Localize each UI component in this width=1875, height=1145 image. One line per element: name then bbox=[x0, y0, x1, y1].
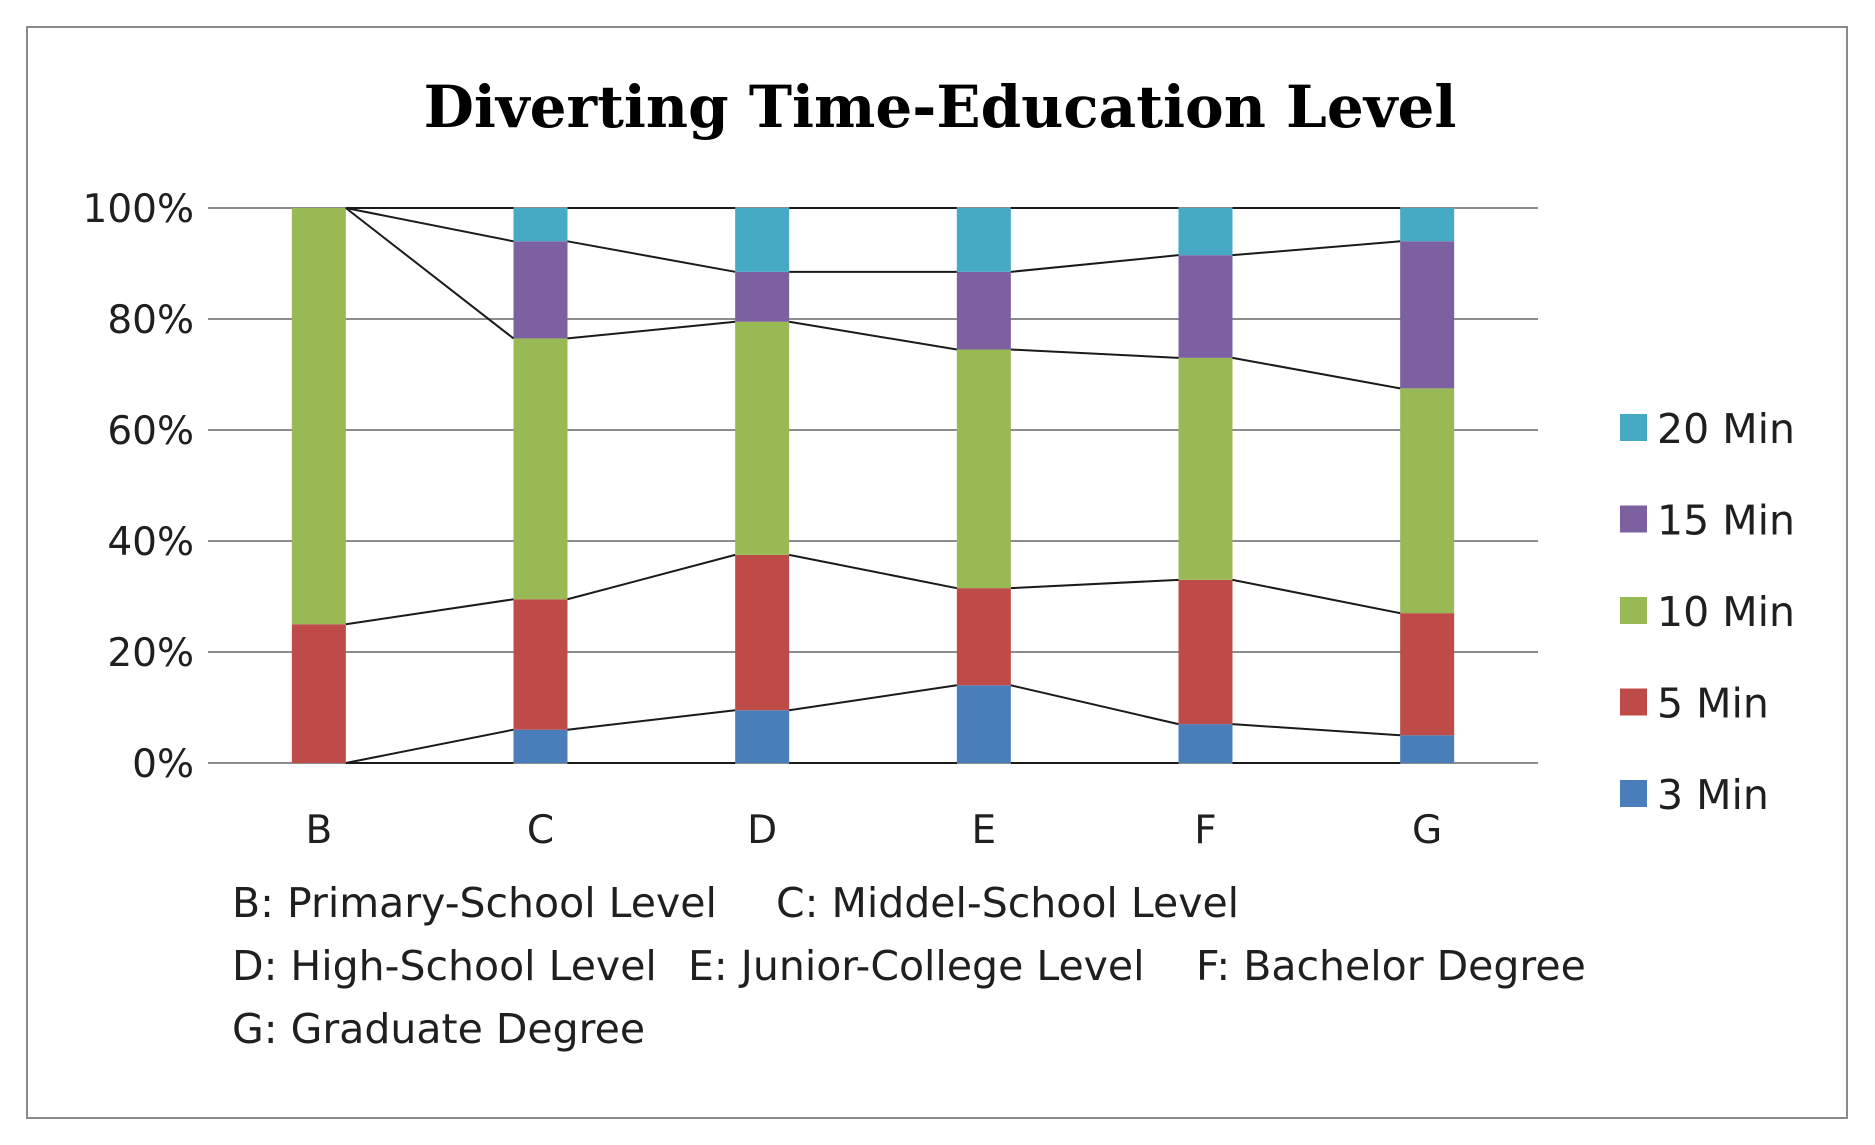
series-line bbox=[1232, 356, 1401, 390]
legend-label: 3 Min bbox=[1657, 771, 1769, 819]
category-note: G: Graduate Degree bbox=[232, 1005, 645, 1053]
series-line bbox=[345, 207, 514, 243]
legend-swatch-15-min bbox=[1620, 505, 1647, 533]
series-line bbox=[1010, 254, 1179, 273]
series-line bbox=[345, 598, 514, 626]
category-notes: B: Primary-School Level C: Middel-School … bbox=[232, 879, 1586, 1053]
bar-e-5-min bbox=[956, 588, 1011, 686]
category-note: D: High-School Level bbox=[232, 942, 657, 990]
y-tick-label: 100% bbox=[83, 187, 195, 232]
series-line bbox=[1010, 578, 1179, 590]
bar-g-5-min bbox=[1400, 613, 1455, 736]
x-tick-label: D bbox=[747, 808, 777, 853]
series-line bbox=[567, 320, 736, 340]
x-tick-label: G bbox=[1412, 808, 1442, 853]
series-line bbox=[788, 553, 958, 590]
gridlines bbox=[208, 207, 1538, 764]
series-line bbox=[1010, 684, 1179, 726]
y-tick-label: 40% bbox=[107, 520, 194, 565]
bar-c-3-min bbox=[513, 729, 568, 763]
y-tick-label: 0% bbox=[132, 742, 194, 787]
series-line bbox=[1232, 240, 1401, 257]
category-note: C: Middel-School Level bbox=[776, 879, 1239, 927]
category-note: B: Primary-School Level bbox=[232, 879, 717, 927]
bar-f-20-min bbox=[1178, 208, 1233, 256]
bar-g-15-min bbox=[1400, 241, 1455, 389]
bar-b-5-min bbox=[291, 624, 346, 763]
x-tick-label: B bbox=[305, 808, 332, 853]
x-tick-label: F bbox=[1194, 808, 1216, 853]
bar-g-20-min bbox=[1400, 208, 1455, 242]
series-line bbox=[1232, 578, 1401, 615]
bar-e-20-min bbox=[956, 208, 1011, 272]
series-line bbox=[789, 684, 957, 712]
legend-label: 10 Min bbox=[1657, 588, 1795, 636]
bar-d-20-min bbox=[735, 208, 790, 272]
y-tick-label: 60% bbox=[107, 409, 194, 454]
series-line bbox=[1232, 723, 1401, 737]
x-tick-label: C bbox=[527, 808, 554, 853]
bar-e-10-min bbox=[956, 349, 1011, 589]
legend-label: 20 Min bbox=[1657, 405, 1795, 453]
y-tick-label: 80% bbox=[107, 298, 194, 343]
series-line bbox=[567, 709, 736, 731]
series-line bbox=[567, 240, 736, 273]
bar-f-5-min bbox=[1178, 579, 1233, 725]
bar-stacks bbox=[291, 208, 1455, 763]
legend-label: 5 Min bbox=[1657, 680, 1769, 728]
bar-f-15-min bbox=[1178, 255, 1233, 358]
bar-f-3-min bbox=[1178, 724, 1233, 763]
series-line bbox=[345, 728, 514, 764]
x-tick-label: E bbox=[972, 808, 997, 853]
y-tick-label: 20% bbox=[107, 631, 194, 676]
category-note: E: Junior-College Level bbox=[688, 942, 1145, 990]
bar-c-20-min bbox=[513, 208, 568, 242]
series-line bbox=[345, 207, 515, 340]
bar-b-10-min bbox=[291, 208, 346, 625]
series-line bbox=[789, 320, 957, 351]
bar-c-5-min bbox=[513, 599, 568, 730]
chart-title: Diverting Time-Education Level bbox=[424, 73, 1457, 141]
bar-d-15-min bbox=[735, 271, 790, 322]
series-lines bbox=[345, 207, 1401, 764]
bar-g-3-min bbox=[1400, 735, 1455, 763]
axes: 0% 20% 40% 60% 80% 100% B C D E F G bbox=[83, 187, 1443, 853]
legend-swatch-10-min bbox=[1620, 597, 1647, 624]
bar-e-3-min bbox=[956, 685, 1011, 763]
bar-d-3-min bbox=[735, 710, 790, 763]
bar-c-10-min bbox=[513, 338, 568, 600]
series-line bbox=[1010, 348, 1179, 359]
legend-label: 15 Min bbox=[1657, 497, 1795, 545]
legend: 20 Min 15 Min 10 Min 5 Min 3 Min bbox=[1620, 405, 1795, 819]
bar-f-10-min bbox=[1178, 357, 1233, 580]
legend-swatch-5-min bbox=[1620, 688, 1647, 716]
series-line bbox=[567, 553, 736, 601]
bar-d-5-min bbox=[735, 554, 790, 711]
bar-e-15-min bbox=[956, 271, 1011, 350]
bar-d-10-min bbox=[735, 321, 790, 555]
category-note: F: Bachelor Degree bbox=[1196, 942, 1586, 990]
legend-swatch-3-min bbox=[1620, 780, 1647, 807]
bar-g-10-min bbox=[1400, 388, 1455, 614]
legend-swatch-20-min bbox=[1620, 414, 1647, 441]
bar-c-15-min bbox=[513, 241, 568, 339]
